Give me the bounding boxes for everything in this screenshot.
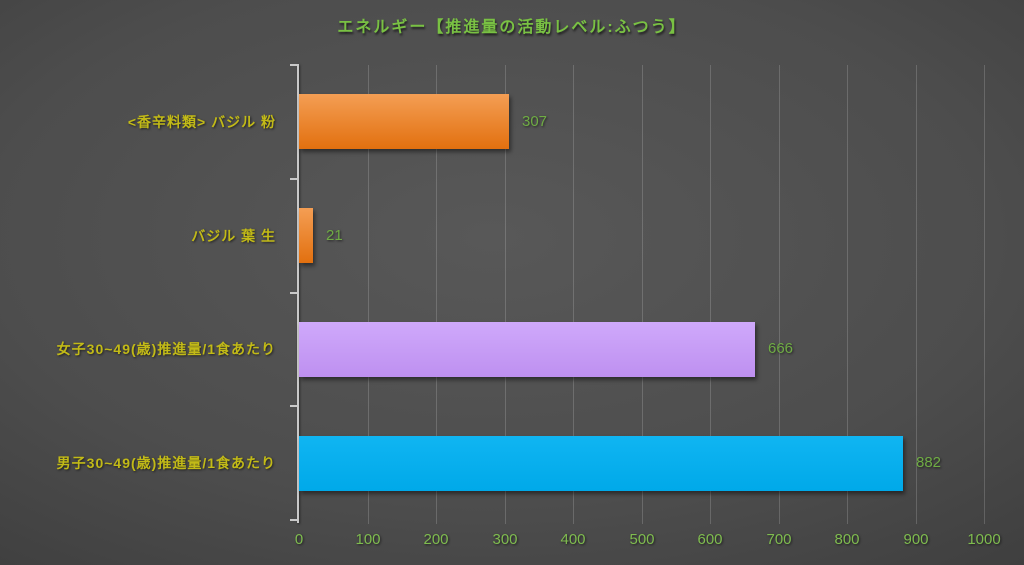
x-tick-label: 800	[834, 531, 860, 548]
gridline	[436, 65, 437, 524]
y-axis-tick	[290, 178, 298, 180]
y-axis-line	[297, 64, 299, 523]
y-axis-tick	[290, 292, 298, 294]
category-label: バジル 葉 生	[191, 228, 276, 244]
gridline	[779, 65, 780, 524]
x-tick-label: 900	[903, 531, 929, 548]
gridline	[847, 65, 848, 524]
x-tick-label: 100	[355, 531, 381, 548]
value-label: 666	[768, 340, 794, 357]
x-tick-label: 500	[629, 531, 655, 548]
x-tick-label: 600	[697, 531, 723, 548]
x-tick-label: 700	[766, 531, 792, 548]
gridline	[710, 65, 711, 524]
category-label: <香辛料類> バジル 粉	[127, 114, 276, 130]
bar	[299, 322, 755, 377]
y-axis-tick	[290, 519, 298, 521]
chart-title: エネルギー【推進量の活動レベル:ふつう】	[337, 19, 687, 36]
gridline	[505, 65, 506, 524]
gridline	[573, 65, 574, 524]
x-tick-label: 0	[294, 531, 304, 548]
y-axis-tick	[290, 405, 298, 407]
gridline	[642, 65, 643, 524]
gridline	[368, 65, 369, 524]
value-label: 307	[522, 113, 548, 130]
category-label: 女子30~49(歳)推進量/1食あたり	[56, 341, 276, 357]
value-label: 21	[326, 227, 343, 244]
bar	[299, 94, 509, 149]
gridline	[984, 65, 985, 524]
gridline	[916, 65, 917, 524]
x-tick-label: 1000	[967, 531, 1001, 548]
bar	[299, 436, 903, 491]
value-label: 882	[916, 454, 942, 471]
x-tick-label: 400	[560, 531, 586, 548]
bar	[299, 208, 313, 263]
y-axis-tick	[290, 64, 298, 66]
x-tick-label: 200	[423, 531, 449, 548]
category-label: 男子30~49(歳)推進量/1食あたり	[56, 455, 276, 471]
x-tick-label: 300	[492, 531, 518, 548]
